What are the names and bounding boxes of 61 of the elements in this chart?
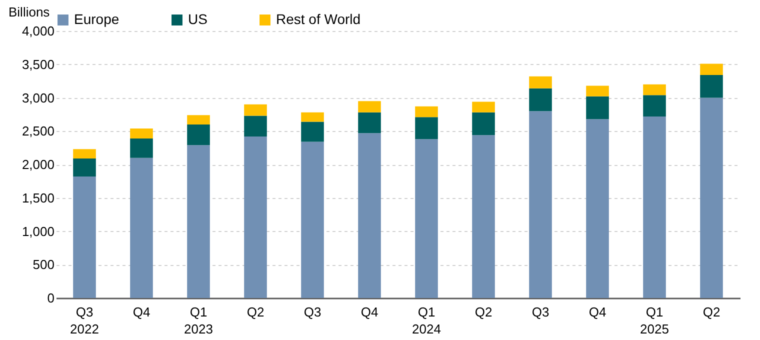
bar — [700, 75, 723, 98]
bar — [130, 128, 153, 138]
x-tick-label: Q3 2022 — [70, 304, 99, 336]
bar — [586, 96, 609, 120]
y-tick-label: 4,000 — [22, 24, 54, 38]
bar — [700, 64, 723, 76]
bar — [301, 142, 324, 298]
bar — [358, 101, 381, 112]
bar — [415, 106, 438, 118]
x-tick-label: Q4 — [588, 304, 606, 320]
x-tick-label: Q3 — [304, 304, 322, 320]
x-tick-label: Q1 2025 — [640, 304, 669, 336]
bar — [643, 116, 666, 298]
bar — [244, 116, 267, 136]
y-tick-label: 2,500 — [22, 124, 54, 139]
bar — [130, 158, 153, 298]
bar — [529, 76, 552, 88]
bar — [643, 84, 666, 96]
bar — [529, 111, 552, 298]
bar — [472, 112, 495, 136]
y-tick-label: 3,000 — [22, 90, 54, 106]
bar — [415, 139, 438, 298]
bar — [700, 98, 723, 298]
y-tick-label: 500 — [32, 257, 54, 272]
x-tick-label: Q4 — [132, 304, 150, 320]
x-tick-label: Q2 — [474, 304, 492, 320]
bar — [472, 135, 495, 298]
bar — [187, 115, 210, 124]
bar — [244, 104, 267, 116]
x-tick-label: Q2 — [702, 304, 720, 320]
bar — [586, 119, 609, 298]
bar — [529, 88, 552, 112]
bar — [586, 86, 609, 96]
y-tick-label: 0 — [47, 290, 54, 306]
x-tick-label: Q1 2024 — [412, 304, 441, 336]
bar — [301, 122, 324, 142]
x-tick-label: Q4 — [360, 304, 378, 320]
bar — [130, 138, 153, 158]
bar — [643, 95, 666, 116]
x-tick-label: Q1 2023 — [184, 304, 213, 336]
x-tick-label: Q3 — [532, 304, 550, 320]
bar — [301, 112, 324, 122]
bar — [472, 102, 495, 112]
bar — [358, 112, 381, 134]
legend-label: US — [188, 11, 208, 27]
y-axis-title: Billions — [8, 4, 50, 20]
y-tick-label: 2,000 — [22, 157, 54, 172]
x-tick-label: Q2 — [246, 304, 264, 320]
bar — [73, 158, 96, 177]
bar — [358, 133, 381, 298]
bar — [187, 124, 210, 146]
bar — [73, 149, 96, 158]
bar — [244, 136, 267, 298]
legend-label: Europe — [74, 11, 120, 27]
bar — [187, 145, 210, 298]
y-tick-label: 1,500 — [22, 190, 54, 206]
y-tick-label: 1,000 — [22, 224, 54, 239]
bar — [73, 176, 96, 298]
legend-label: Rest of World — [276, 11, 361, 27]
bar — [415, 117, 438, 140]
y-tick-label: 3,500 — [22, 56, 54, 72]
